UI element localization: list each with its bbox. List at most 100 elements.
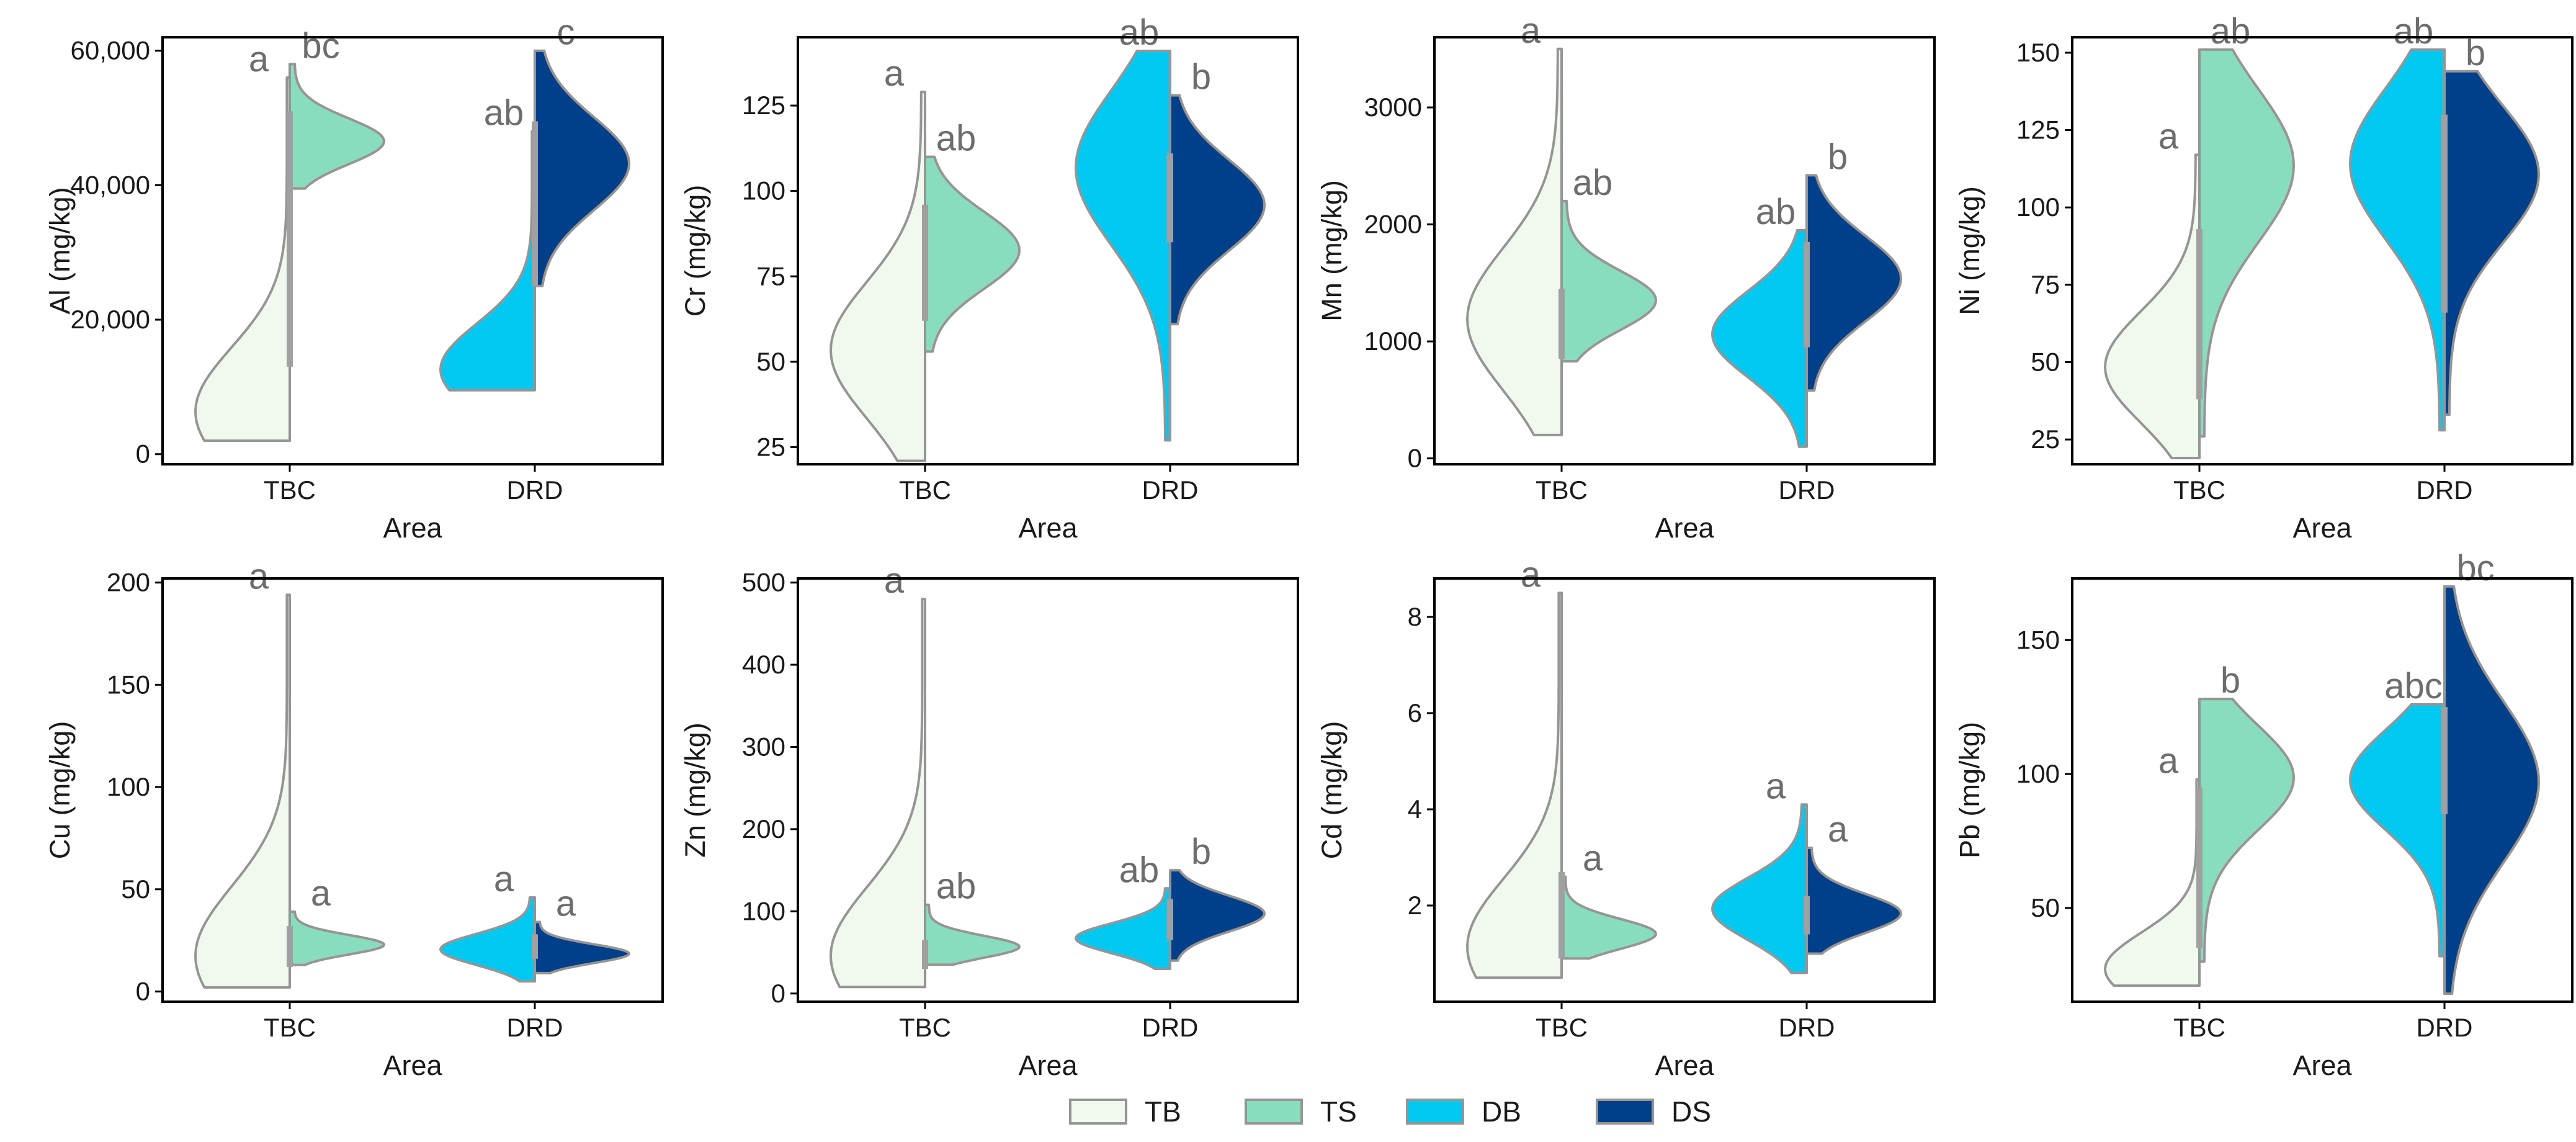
x-axis-title: Area xyxy=(1018,512,1078,544)
panel-al: a bc abc 0 20,000 40,000 60,000 TBC DRD Area Al (m… xyxy=(44,12,664,544)
legend-swatch-ds xyxy=(1596,1099,1654,1125)
sig-label-tb-tbc: a xyxy=(884,560,905,601)
sig-label-ds-drd: b xyxy=(1191,832,1211,872)
panel-pb: a b abc bc 50 100 150 TBC DRD Area Pb (mg/kg) xyxy=(1954,548,2574,1081)
x-tick-label-tbc: TBC xyxy=(899,1013,951,1042)
x-axis-title: Area xyxy=(383,1050,442,1081)
sig-label-tb-tbc: a xyxy=(249,556,269,596)
y-tick-label: 150 xyxy=(2016,625,2060,654)
iqr-box-tbc xyxy=(922,204,928,321)
violin-tb-tbc xyxy=(1466,591,1563,979)
iqr-box-drd xyxy=(532,934,538,959)
violin-ts-tbc xyxy=(288,910,385,966)
x-tick-label-tbc: TBC xyxy=(264,1013,316,1042)
x-tick-label-drd: DRD xyxy=(1142,1013,1199,1042)
sig-label-ds-drd: b xyxy=(2466,33,2485,73)
x-axis-title: Area xyxy=(1018,1050,1078,1081)
violin-db-drd xyxy=(2349,48,2446,432)
sig-label-db-drd: ab xyxy=(1119,12,1160,53)
sig-label-ts-tbc: a xyxy=(1583,839,1603,879)
x-tick-label-tbc: TBC xyxy=(264,475,316,505)
violin-ds-drd xyxy=(1169,869,1266,962)
y-axis-title: Cd (mg/kg) xyxy=(1316,721,1348,860)
y-tick-label: 2000 xyxy=(1364,210,1422,239)
sig-label-ts-tbc: b xyxy=(2220,660,2240,701)
sig-label-tb-tbc: a xyxy=(2158,741,2179,781)
sig-label-tb-tbc: a xyxy=(1521,11,1541,51)
y-tick-label: 100 xyxy=(2016,192,2060,222)
x-axis-title: Area xyxy=(2292,512,2352,544)
violin-tb-tbc xyxy=(830,598,926,989)
violin-db-drd xyxy=(2349,703,2446,958)
sig-label-tb-tbc: a xyxy=(2158,116,2179,156)
iqr-box-tbc xyxy=(287,111,293,367)
x-tick-label-tbc: TBC xyxy=(899,475,951,505)
legend-swatch-db xyxy=(1406,1099,1464,1125)
x-tick-label-tbc: TBC xyxy=(1536,475,1588,505)
iqr-box-drd xyxy=(2441,707,2448,814)
legend: TB TS DB DS xyxy=(1069,1095,1711,1128)
x-tick-label-drd: DRD xyxy=(2417,1013,2473,1042)
violin-db-drd xyxy=(439,896,536,983)
x-tick-label-tbc: TBC xyxy=(2173,1013,2225,1042)
y-tick-label: 150 xyxy=(107,670,150,699)
plot-frame xyxy=(161,577,664,1003)
violin-tb-tbc xyxy=(2104,153,2201,459)
y-axis-title: Pb (mg/kg) xyxy=(1954,722,1985,858)
violin-db-drd xyxy=(1075,50,1171,442)
violin-ds-drd xyxy=(1805,174,1902,392)
x-axis-title: Area xyxy=(383,512,442,544)
y-tick-label: 50 xyxy=(2031,347,2060,376)
x-tick-label-drd: DRD xyxy=(1779,1013,1835,1042)
sig-label-tb-tbc: a xyxy=(884,53,905,94)
y-tick-label: 50 xyxy=(756,347,785,376)
plot-frame xyxy=(1433,36,1936,465)
x-tick-label-drd: DRD xyxy=(507,475,563,505)
legend-label-ts: TS xyxy=(1320,1095,1357,1128)
iqr-box-tbc xyxy=(1559,289,1565,359)
x-tick-label-tbc: TBC xyxy=(1536,1013,1588,1042)
iqr-box-drd xyxy=(532,121,538,179)
iqr-box-tbc xyxy=(2196,229,2203,400)
legend-item-ds: DS xyxy=(1596,1095,1711,1128)
iqr-box-tbc xyxy=(1559,871,1565,959)
plot-frame xyxy=(797,36,1299,465)
sig-label-db-drd: ab xyxy=(1119,850,1160,890)
violin-ts-tbc xyxy=(1560,199,1657,363)
y-tick-label: 400 xyxy=(742,650,785,679)
y-tick-label: 1000 xyxy=(1364,326,1422,356)
y-tick-label: 200 xyxy=(107,568,150,597)
violin-ds-drd xyxy=(1169,94,1266,326)
iqr-box-drd xyxy=(1804,896,1810,935)
legend-swatch-tb xyxy=(1069,1099,1127,1125)
y-tick-label: 2 xyxy=(1408,891,1422,920)
y-tick-label: 4 xyxy=(1408,794,1422,824)
plot-frame xyxy=(161,36,664,465)
x-tick-label-drd: DRD xyxy=(1142,475,1199,505)
x-tick-label-drd: DRD xyxy=(507,1013,563,1042)
violin-ts-tbc xyxy=(288,63,385,190)
y-axis-title: Ni (mg/kg) xyxy=(1954,186,1985,315)
sig-label-ts-tbc: ab xyxy=(2211,11,2251,52)
y-tick-label: 0 xyxy=(771,979,785,1008)
violin-tb-tbc xyxy=(194,593,291,989)
x-axis-title: Area xyxy=(1655,512,1714,544)
sig-label-db-drd: ab xyxy=(1756,192,1796,232)
violin-db-drd xyxy=(1711,803,1808,974)
y-tick-label: 0 xyxy=(136,977,150,1006)
iqr-box-tbc xyxy=(2196,787,2203,948)
iqr-box-drd xyxy=(2441,114,2448,313)
y-tick-label: 300 xyxy=(742,732,785,761)
iqr-box-drd xyxy=(1804,241,1810,348)
y-axis-title: Mn (mg/kg) xyxy=(1316,180,1348,321)
violin-tb-tbc xyxy=(194,76,291,443)
iqr-box-tbc xyxy=(287,926,293,967)
sig-label-ds-drd: b xyxy=(1191,57,1211,97)
y-axis-title: Cr (mg/kg) xyxy=(679,185,711,317)
sig-label-ds-drd: a xyxy=(556,884,576,924)
sig-label-ts-tbc: bc xyxy=(302,25,339,66)
sig-label-db-drd: a xyxy=(494,859,514,899)
